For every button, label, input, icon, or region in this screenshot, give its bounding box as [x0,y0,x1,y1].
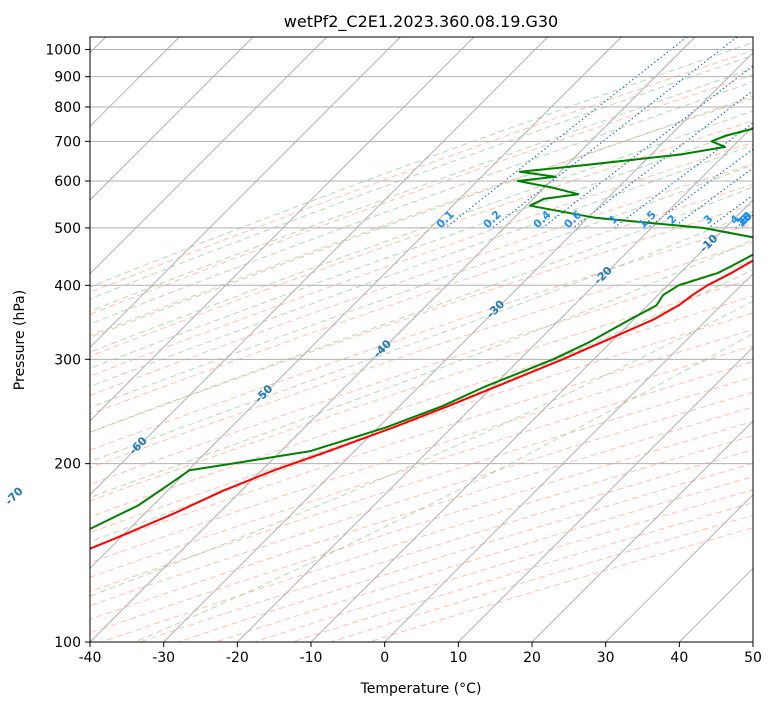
moist-adiabat-line [90,186,753,433]
isotherm-gridline [90,37,254,201]
dry-adiabat-line [90,142,753,377]
moist-adiabat-line [90,81,753,325]
plot-frame [89,36,754,643]
dry-adiabat-line [90,74,753,315]
moist-adiabat-line [90,144,753,388]
y-tick-label: 300 [54,352,81,368]
moist-adiabat-line [90,211,753,463]
mixing-ratio-line [542,65,753,229]
y-tick-label: 600 [54,174,81,190]
y-tick-label: 1000 [45,43,81,59]
x-tick-label: -40 [79,650,102,666]
isotherm-gridline [457,346,753,642]
x-tick-label: 40 [670,650,688,666]
y-tick-label: 100 [54,635,81,651]
chart-title: wetPf2_C2E1.2023.360.08.19.G30 [284,12,558,32]
isotherm-gridline [163,51,753,642]
isotherm-gridline [384,272,753,642]
plot-area [90,37,753,642]
isotherm-gridline [90,37,401,349]
x-tick-label: -30 [152,650,175,666]
isotherm-gridline [236,125,753,642]
isotherm-gridline [531,420,753,642]
x-tick-label: -20 [226,650,249,666]
dry-adiabat-line [90,278,753,502]
dry-adiabat-line [90,50,753,293]
isotherm-gridline [90,37,622,570]
moist-adiabat-line [90,67,753,312]
moist-adiabat-line [90,95,753,339]
y-tick-label: 200 [54,457,81,473]
isotherm-gridline [605,493,753,642]
moist-adiabat-line [90,164,753,408]
x-tick-label: 50 [744,650,762,666]
dry-adiabat-line [90,329,753,549]
x-tick-label: 30 [597,650,615,666]
x-axis-title: Temperature (°C) [360,681,482,697]
isotherm-gridline [90,37,328,275]
y-tick-label: 700 [54,134,81,150]
mixing-ratio-line [572,89,753,229]
x-tick-label: 10 [449,650,467,666]
x-tick-label: 0 [380,650,389,666]
moist-adiabat-line [134,332,753,642]
y-tick-label: 400 [54,278,81,294]
dry-adiabat-line [90,312,753,534]
mixing-ratio-line [672,167,753,229]
moist-adiabat-line [90,54,753,300]
isotherm-gridline [310,199,753,642]
y-tick-label: 800 [54,100,81,116]
moist-adiabat-line [90,110,753,353]
isotherm-gridline [90,37,549,496]
dry-adiabat-line [90,391,753,607]
isotherm-gridline [90,37,696,642]
x-tick-label: 20 [523,650,541,666]
axes: -40 -30 -20 -10 0 10 20 30 40 50 100 200 300 400 500 60… [45,43,762,666]
isotherm-gridline [90,37,475,422]
y-tick-label: 500 [54,221,81,237]
x-tick-label: -10 [300,650,323,666]
y-axis-title: Pressure (hPa) [12,290,28,390]
y-tick-label: 900 [54,70,81,86]
dry-adiabat-line [90,97,753,337]
dry-adiabat-line [90,223,753,451]
dry-adiabat-line [90,183,753,415]
temperature-profile-line [90,259,753,550]
dewpoint-profile-line [90,127,753,531]
dry-adiabat-line [90,163,753,396]
